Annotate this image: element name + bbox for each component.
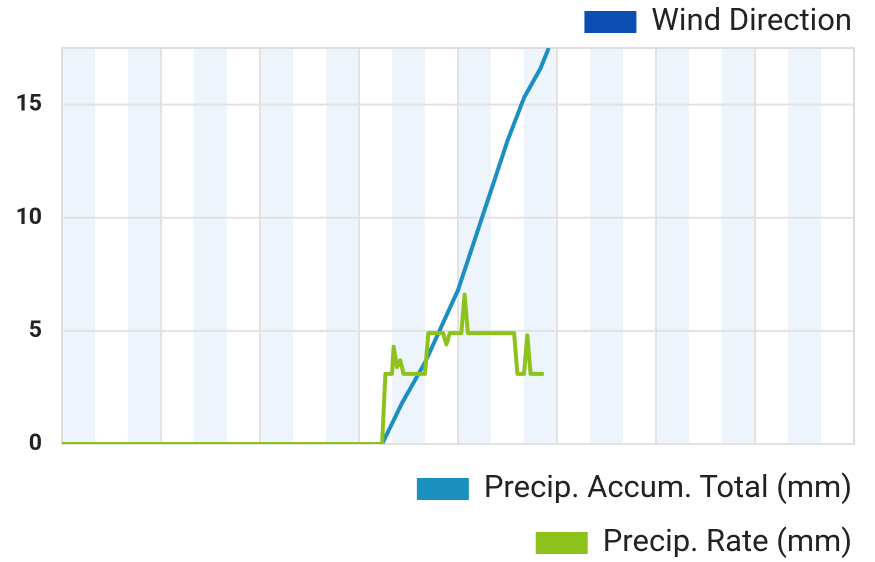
stripe bbox=[722, 48, 755, 444]
lines bbox=[62, 48, 551, 444]
stripe bbox=[524, 48, 557, 444]
stripe bbox=[62, 48, 95, 444]
legend-label: Precip. Rate (mm) bbox=[603, 522, 852, 559]
data-line bbox=[62, 292, 544, 444]
y-tick-label: 0 bbox=[29, 429, 42, 456]
stripe bbox=[260, 48, 293, 444]
plot-background bbox=[61, 47, 855, 445]
legend-label: Wind Direction bbox=[651, 1, 852, 38]
stripe bbox=[392, 48, 425, 444]
legend-label: Precip. Accum. Total (mm) bbox=[484, 468, 852, 505]
y-tick-label: 15 bbox=[16, 90, 42, 117]
labels: 0 5 10 15 Wind Direction Precip. Accum. Total… bbox=[16, 1, 852, 559]
stripe bbox=[788, 48, 821, 444]
legend-swatch bbox=[416, 478, 469, 500]
y-tick-label: 10 bbox=[16, 203, 42, 230]
data-line bbox=[62, 48, 551, 444]
stripe bbox=[656, 48, 689, 444]
stripe bbox=[194, 48, 227, 444]
stripe bbox=[590, 48, 623, 444]
legend-swatch bbox=[535, 532, 588, 554]
y-tick-label: 5 bbox=[29, 316, 42, 343]
stripe bbox=[326, 48, 359, 444]
stripe bbox=[128, 48, 161, 444]
legend-swatch bbox=[584, 11, 637, 33]
